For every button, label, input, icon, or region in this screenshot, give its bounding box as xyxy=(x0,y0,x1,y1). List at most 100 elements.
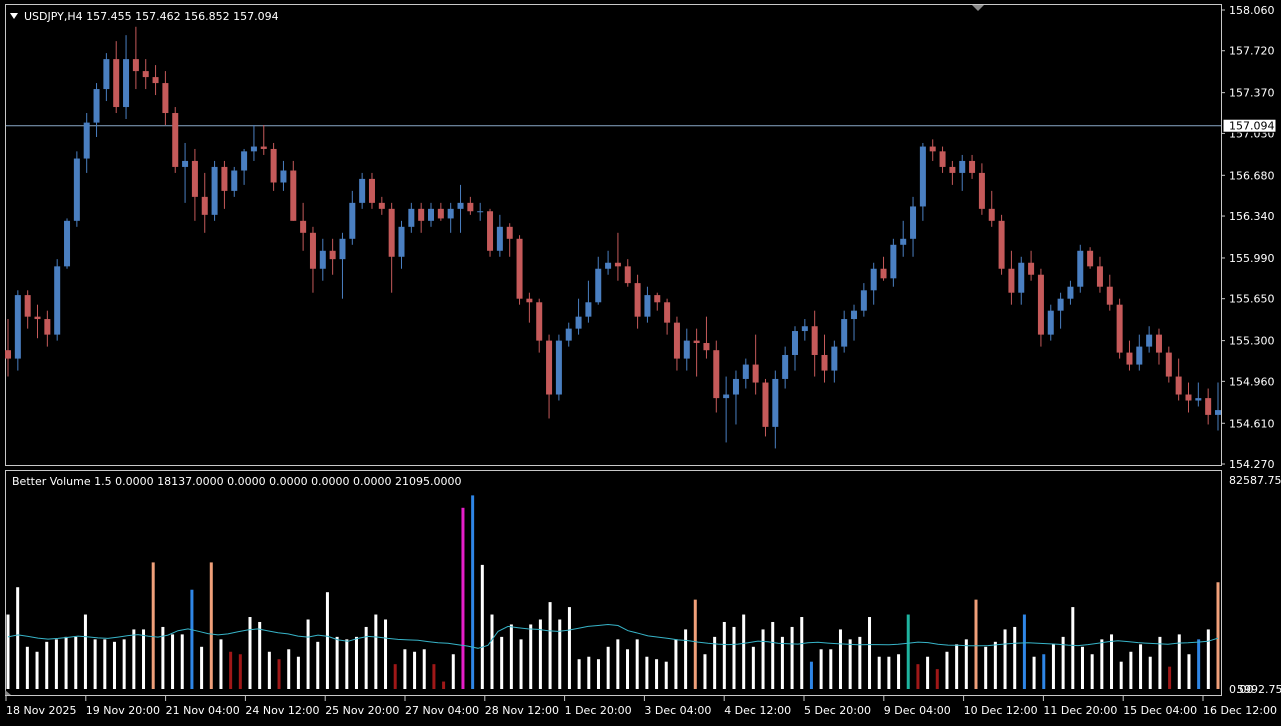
volume-bar xyxy=(393,664,397,689)
candle-body xyxy=(723,394,730,399)
time-tick-label: 11 Dec 20:00 xyxy=(1043,704,1117,717)
candle xyxy=(5,319,11,377)
candle xyxy=(782,346,789,389)
candle-body xyxy=(1028,262,1035,275)
candle xyxy=(34,304,41,339)
candle xyxy=(880,256,887,281)
volume-bar xyxy=(645,656,649,689)
candle-body xyxy=(231,170,238,191)
volume-bar xyxy=(809,661,813,689)
candle-body xyxy=(910,206,917,239)
candle xyxy=(270,142,277,191)
candle-body xyxy=(152,77,159,84)
candle xyxy=(585,280,592,323)
candle xyxy=(113,41,120,114)
candle-body xyxy=(762,382,769,427)
candlesticks xyxy=(5,26,1221,449)
candle-body xyxy=(821,354,828,371)
volume-bar xyxy=(916,664,920,689)
candle xyxy=(742,358,749,389)
time-tick-label: 15 Dec 04:00 xyxy=(1123,704,1197,717)
candle-body xyxy=(1087,250,1094,267)
volume-bar xyxy=(848,639,852,689)
candle xyxy=(231,166,238,197)
time-tick-label: 28 Nov 12:00 xyxy=(485,704,559,717)
volume-bar xyxy=(722,621,726,689)
candle xyxy=(44,310,51,347)
volume-bar xyxy=(635,639,639,689)
price-tick-label: 155.300 xyxy=(1229,335,1275,348)
corner-marker-icon xyxy=(5,690,11,695)
candle xyxy=(1126,340,1133,371)
volume-bar xyxy=(529,624,533,689)
volume-bar xyxy=(1168,666,1172,689)
price-tick-label: 155.990 xyxy=(1229,252,1275,265)
volume-bar xyxy=(442,681,446,689)
candle-body xyxy=(408,208,415,227)
candle xyxy=(1155,328,1162,365)
symbol-menu-icon[interactable] xyxy=(10,13,18,19)
volume-bar xyxy=(742,614,746,689)
candle-body xyxy=(487,211,494,251)
volume-bar xyxy=(471,495,475,689)
volume-bar xyxy=(906,614,910,689)
price-pane-frame xyxy=(5,4,1222,466)
volume-bar xyxy=(1119,661,1123,689)
volume-bar xyxy=(277,659,281,689)
candle xyxy=(359,172,366,209)
candle xyxy=(280,160,287,191)
volume-bar xyxy=(703,654,707,689)
candle-body xyxy=(447,208,454,219)
volume-bar xyxy=(887,656,891,689)
candle-body xyxy=(398,226,405,257)
candle-body xyxy=(1116,304,1123,353)
volume-bar xyxy=(761,629,765,689)
volume-bar xyxy=(567,607,571,689)
volume-bar xyxy=(248,617,252,689)
candle-body xyxy=(673,322,680,359)
candle-body xyxy=(851,310,858,320)
candle xyxy=(329,238,336,275)
candle-body xyxy=(64,220,71,267)
candle-body xyxy=(428,208,435,221)
candle-body xyxy=(457,202,464,209)
candle-body xyxy=(162,83,169,114)
volume-bar xyxy=(819,649,823,689)
volume-bar xyxy=(993,641,997,689)
candle-body xyxy=(467,202,474,212)
candle-body xyxy=(949,166,956,173)
volume-bar xyxy=(693,599,697,689)
volume-bar xyxy=(83,614,87,689)
volume-bar xyxy=(800,617,804,689)
volume-bar xyxy=(500,636,504,689)
candle xyxy=(1047,304,1054,341)
volume-bar xyxy=(490,614,494,689)
volume-bar xyxy=(413,651,417,689)
candle-body xyxy=(388,208,395,257)
volume-bar xyxy=(1197,639,1201,689)
volume-bar xyxy=(558,619,562,689)
candle xyxy=(349,190,356,245)
volume-bar xyxy=(664,661,668,689)
volume-bar xyxy=(258,621,262,689)
chart-shift-marker-icon[interactable] xyxy=(972,5,984,11)
volume-bar xyxy=(1071,607,1075,689)
candle-body xyxy=(1136,346,1143,365)
volume-bar xyxy=(577,659,581,689)
candle-body xyxy=(241,151,248,171)
candle-body xyxy=(172,113,179,167)
candle-body xyxy=(5,350,11,359)
volume-bar xyxy=(432,664,436,689)
candle xyxy=(811,310,818,377)
volume-bar xyxy=(180,634,184,689)
candle xyxy=(605,250,612,275)
volume-bar xyxy=(1042,654,1046,689)
candle-body xyxy=(319,250,326,269)
candle-body xyxy=(418,208,425,221)
candle xyxy=(378,196,385,215)
volume-bar xyxy=(345,639,349,689)
candle xyxy=(683,328,690,371)
candle xyxy=(73,151,80,227)
candle xyxy=(428,202,435,227)
